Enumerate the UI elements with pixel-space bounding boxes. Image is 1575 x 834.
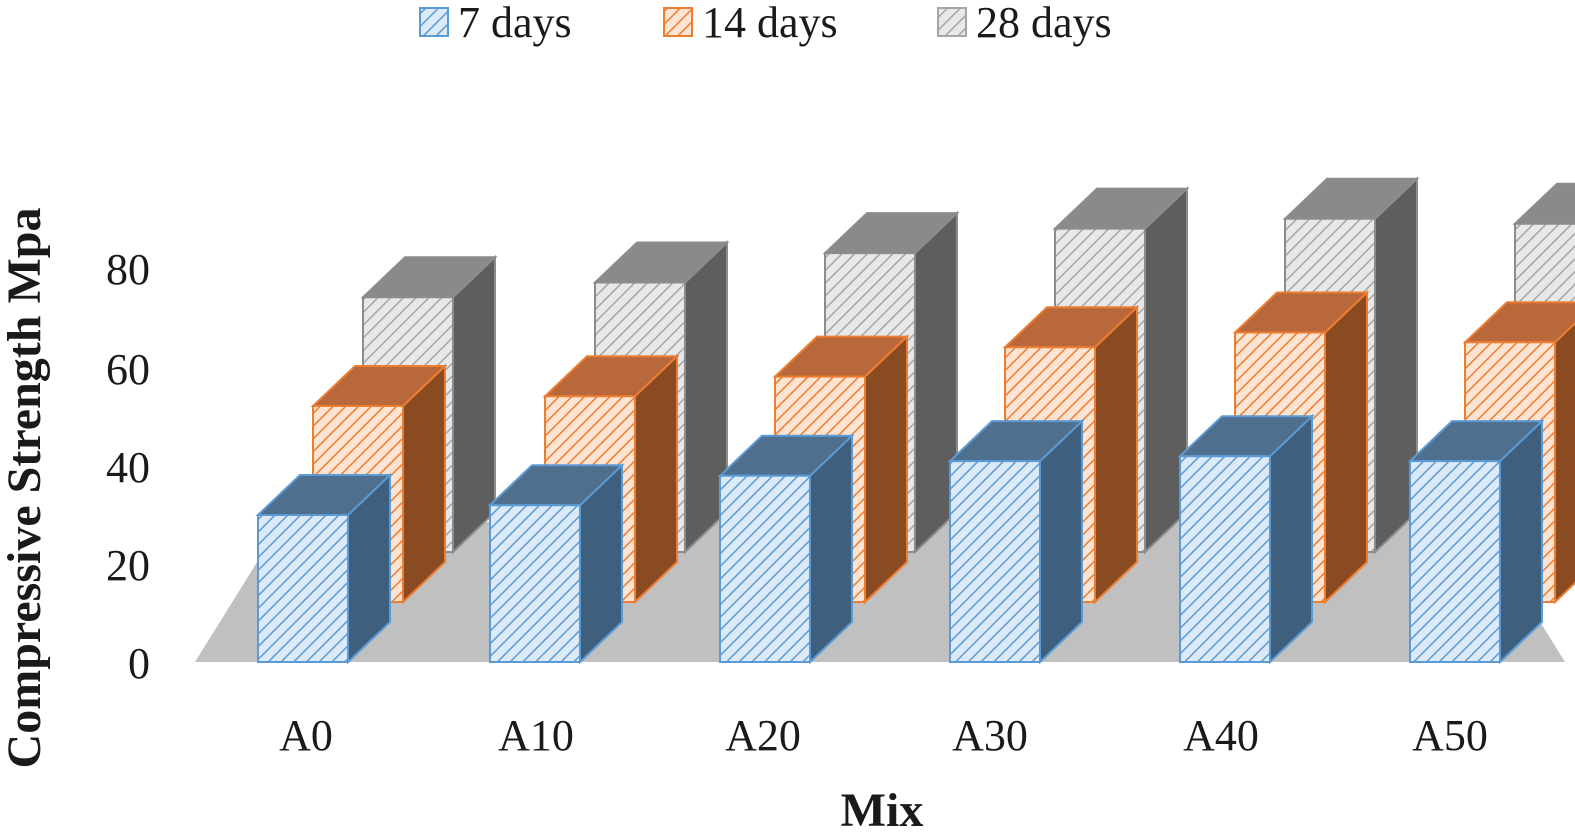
bar-front-face (949, 460, 1041, 663)
legend: 7 days 14 days 28 days (419, 0, 1112, 47)
bar-side-face (402, 363, 446, 605)
bar-7-days-a0 (255, 472, 393, 665)
y-tick-label: 80 (106, 245, 150, 294)
y-tick-labels: 0 20 40 60 80 (106, 245, 150, 688)
bar-7-days-a30 (947, 418, 1085, 665)
y-tick-label: 20 (106, 541, 150, 590)
y-axis-title: Compressive Strength Mpa (0, 208, 51, 769)
bars (255, 176, 1575, 665)
bar-7-days-a10 (487, 462, 625, 665)
bar-side-face (1324, 290, 1368, 605)
bar-front-face (489, 504, 581, 663)
bar-top-face (1512, 182, 1575, 225)
bar-side-face (1039, 418, 1083, 665)
legend-item-14-days: 14 days (663, 0, 838, 47)
x-tick-label: A10 (498, 711, 574, 760)
x-tick-label: A50 (1412, 711, 1488, 760)
bar-side-face (1269, 413, 1313, 665)
bar-7-days-a20 (717, 433, 855, 665)
bar-side-face (452, 254, 496, 555)
bar-side-face (634, 353, 678, 605)
y-tick-label: 60 (106, 345, 150, 394)
bar-side-face (1499, 418, 1543, 665)
legend-swatch-7-days (419, 7, 449, 37)
x-tick-label: A20 (725, 711, 801, 760)
legend-item-28-days: 28 days (937, 0, 1112, 47)
bar-7-days-a50 (1407, 418, 1545, 665)
bar-front-face (719, 474, 811, 663)
bar-side-face (1094, 304, 1138, 605)
legend-swatch-28-days (937, 7, 967, 37)
bar-front-face (1409, 460, 1501, 663)
bar-front-face (1179, 455, 1271, 663)
bar-side-face (864, 334, 908, 605)
legend-label-14-days: 14 days (702, 0, 838, 47)
legend-label-7-days: 7 days (458, 0, 572, 47)
bar-7-days-a40 (1177, 413, 1315, 665)
x-tick-label: A0 (279, 711, 333, 760)
bar-side-face (1554, 321, 1575, 605)
bar-top-face (1462, 301, 1575, 344)
x-axis-title: Mix (841, 784, 924, 834)
y-tick-label: 0 (128, 639, 150, 688)
legend-item-7-days: 7 days (419, 0, 572, 47)
x-tick-label: A30 (952, 711, 1028, 760)
y-tick-label: 40 (106, 443, 150, 492)
x-tick-label: A40 (1183, 711, 1259, 760)
bar-front-face (257, 514, 349, 663)
legend-swatch-14-days (663, 7, 693, 37)
legend-label-28-days: 28 days (976, 0, 1112, 47)
x-tick-labels: A0 A10 A20 A30 A40 A50 (279, 711, 1488, 760)
